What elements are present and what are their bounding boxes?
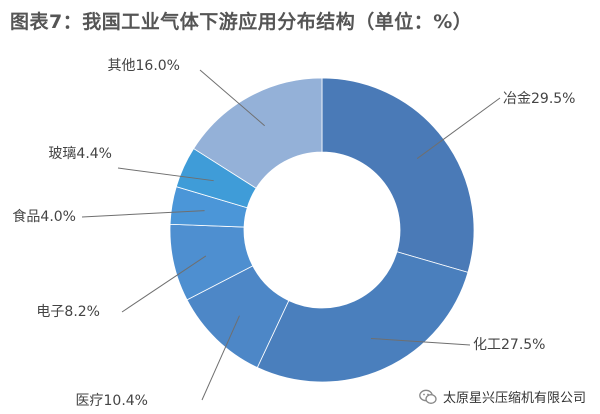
slice-label-食品: 食品4.0% — [12, 208, 76, 225]
leader-lines — [81, 69, 501, 401]
leader-line-电子 — [121, 255, 207, 313]
slice-label-其他: 其他16.0% — [108, 58, 180, 74]
slice-label-化工: 化工27.5% — [473, 337, 545, 353]
watermark: 太原星兴压缩机有限公司 — [419, 387, 586, 406]
leader-line-食品 — [81, 210, 205, 218]
slice-label-电子: 电子8.2% — [36, 304, 100, 320]
leader-line-医疗 — [201, 315, 240, 401]
slice-label-冶金: 冶金29.5% — [503, 91, 575, 107]
slice-labels: 冶金29.5% 化工27.5% 医疗10.4% 电子8.2% 食品4.0% 玻璃4.4% 其… — [12, 58, 575, 409]
watermark-text: 太原星兴压缩机有限公司 — [442, 391, 586, 406]
leader-line-其他 — [199, 69, 265, 127]
wechat-icon — [419, 389, 437, 404]
slice-化工 — [256, 251, 469, 383]
slice-label-医疗: 医疗10.4% — [76, 393, 148, 409]
slice-冶金 — [321, 77, 475, 273]
chart-title: 图表7：我国工业气体下游应用分布结构（单位：%） — [10, 11, 473, 33]
donut-slices — [169, 77, 475, 383]
leader-line-冶金 — [416, 97, 501, 159]
slice-label-玻璃: 玻璃4.4% — [48, 145, 112, 162]
slice-其他 — [193, 77, 323, 189]
leader-line-玻璃 — [117, 167, 214, 182]
leader-line-化工 — [370, 337, 471, 346]
